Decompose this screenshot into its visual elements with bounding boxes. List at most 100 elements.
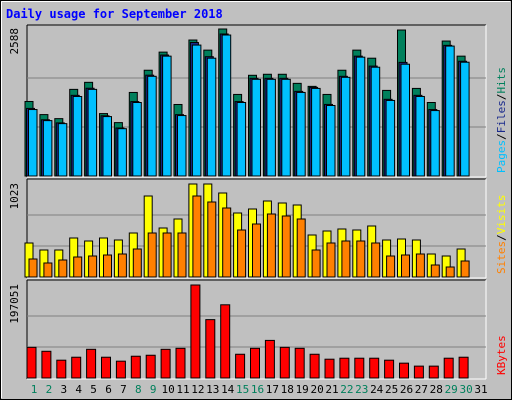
bar bbox=[192, 195, 202, 278]
legend-separator: / bbox=[495, 234, 508, 241]
legend-entry: Visits bbox=[495, 195, 508, 235]
bar bbox=[355, 56, 366, 177]
bar bbox=[251, 78, 261, 177]
bar bbox=[57, 123, 68, 177]
bar bbox=[73, 256, 83, 278]
bar bbox=[237, 229, 247, 278]
bar bbox=[264, 339, 275, 379]
y-tick-label: 2588 bbox=[8, 28, 21, 55]
chart-title: Daily usage for September 2018 bbox=[6, 7, 223, 21]
bar bbox=[206, 57, 217, 177]
bar bbox=[205, 319, 216, 379]
bar bbox=[56, 359, 67, 379]
legend-separator: / bbox=[495, 94, 508, 101]
bar bbox=[207, 201, 217, 278]
bar bbox=[311, 249, 321, 278]
bar bbox=[443, 357, 454, 379]
bar bbox=[415, 253, 425, 278]
bar bbox=[88, 255, 98, 278]
bar bbox=[340, 76, 351, 177]
x-tick-label: 29 bbox=[445, 383, 458, 396]
x-tick-label: 12 bbox=[191, 383, 204, 396]
x-tick-label: 10 bbox=[161, 383, 174, 396]
bar bbox=[326, 105, 336, 177]
bar bbox=[445, 266, 455, 278]
bar bbox=[445, 45, 455, 177]
bar bbox=[26, 346, 37, 379]
bar bbox=[326, 242, 336, 278]
bar bbox=[252, 223, 261, 278]
bar bbox=[28, 258, 38, 278]
x-tick-label: 2 bbox=[46, 383, 53, 396]
bar bbox=[311, 87, 321, 177]
bar bbox=[430, 110, 440, 177]
legend-entry: Hits bbox=[495, 67, 508, 94]
x-tick-label: 19 bbox=[296, 383, 309, 396]
bar bbox=[191, 44, 202, 177]
bar bbox=[132, 102, 142, 177]
x-tick-label: 9 bbox=[150, 383, 157, 396]
legend-entry: Pages bbox=[495, 140, 508, 173]
x-tick-label: 15 bbox=[236, 383, 249, 396]
bar bbox=[400, 63, 410, 177]
bar bbox=[460, 260, 470, 278]
bar bbox=[220, 304, 231, 379]
bar bbox=[413, 365, 424, 379]
bar bbox=[370, 66, 381, 177]
x-tick-label: 7 bbox=[120, 383, 127, 396]
bar bbox=[162, 55, 172, 177]
bar bbox=[415, 95, 425, 177]
bar bbox=[430, 264, 440, 278]
bar bbox=[132, 248, 142, 278]
bar bbox=[42, 120, 53, 177]
bar bbox=[222, 207, 232, 278]
bar bbox=[266, 213, 276, 278]
x-tick-label: 24 bbox=[370, 383, 384, 396]
bar bbox=[384, 359, 395, 379]
bar bbox=[236, 102, 247, 177]
bar bbox=[103, 254, 112, 278]
bar bbox=[101, 356, 111, 379]
x-tick-label: 6 bbox=[105, 383, 112, 396]
x-tick-label: 30 bbox=[459, 383, 472, 396]
bar bbox=[147, 232, 157, 278]
bar bbox=[72, 95, 83, 177]
x-tick-label: 11 bbox=[176, 383, 189, 396]
x-tick-label: 26 bbox=[400, 383, 413, 396]
legend: Pages/Files/Hits bbox=[495, 67, 508, 173]
x-tick-label: 23 bbox=[355, 383, 368, 396]
bar bbox=[235, 353, 246, 379]
bar bbox=[86, 348, 97, 379]
x-tick-label: 28 bbox=[430, 383, 443, 396]
bar bbox=[401, 254, 410, 278]
y-tick-label: 1023 bbox=[8, 183, 21, 210]
x-tick-label: 17 bbox=[266, 383, 279, 396]
bar bbox=[145, 354, 156, 379]
bar bbox=[296, 91, 306, 177]
bar bbox=[309, 353, 320, 379]
x-tick-label: 27 bbox=[415, 383, 428, 396]
bar bbox=[428, 365, 439, 379]
bar bbox=[147, 75, 157, 177]
x-tick-label: 13 bbox=[206, 383, 219, 396]
bar bbox=[162, 232, 172, 278]
legend: KBytes bbox=[495, 335, 508, 375]
x-tick-label: 25 bbox=[385, 383, 398, 396]
x-tick-label: 14 bbox=[221, 383, 235, 396]
bar bbox=[58, 259, 68, 278]
bar bbox=[102, 116, 112, 177]
bar bbox=[354, 357, 365, 379]
bar bbox=[71, 356, 82, 379]
bar bbox=[250, 347, 260, 379]
x-tick-label: 16 bbox=[251, 383, 264, 396]
bar bbox=[281, 78, 291, 177]
x-tick-label: 21 bbox=[325, 383, 338, 396]
x-tick-label: 3 bbox=[60, 383, 67, 396]
bar bbox=[399, 362, 409, 379]
bar bbox=[115, 360, 126, 379]
bar bbox=[279, 346, 290, 379]
bar bbox=[177, 115, 187, 177]
bar bbox=[221, 34, 232, 177]
bar bbox=[28, 109, 38, 177]
